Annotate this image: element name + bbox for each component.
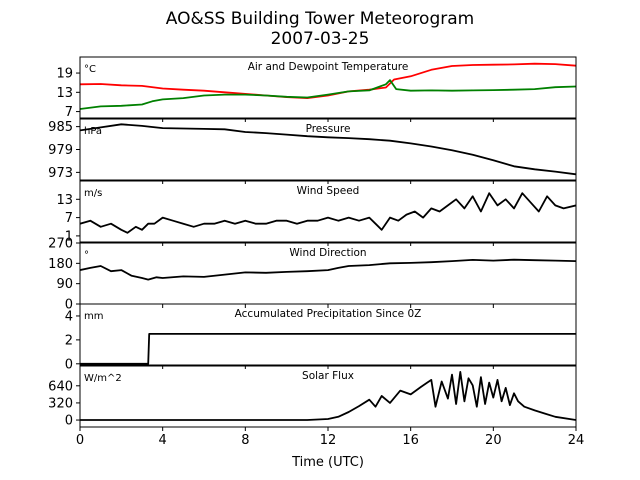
figure-title-line2: 2007-03-25 [271,29,370,49]
wind-direction-panel: 0 90 180 270 ° Wind Direction [48,237,577,313]
wind-speed-unit-label: m/s [84,188,102,199]
pressure-series-line-0 [80,123,576,176]
wind-direction-y-tick-label: 0 [65,298,73,313]
solar-flux-panel: 0 320 640 W/m^2 Solar Flux [48,365,577,431]
pressure-panel: 973 979 985 hPa Pressure [48,118,577,184]
x-tick-label: 16 [402,433,419,448]
x-tick-label: 20 [485,433,502,448]
pressure-y-tick-label: 979 [48,143,73,158]
solar-flux-series-line-0 [80,370,576,421]
wind-direction-y-tick-label: 180 [48,257,73,272]
accumulated-precipitation-since-0z-y-tick-label: 2 [65,333,73,348]
accumulated-precipitation-since-0z-y-tick-label: 4 [65,309,73,324]
wind-direction-series-line-0 [80,258,576,281]
air-and-dewpoint-temperature-panel: 7 13 19 °C Air and Dewpoint Temperature [56,56,577,122]
accumulated-precipitation-since-0z-title: Accumulated Precipitation Since 0Z [235,308,422,320]
wind-speed-y-tick-label: 7 [65,211,73,226]
solar-flux-y-tick-label: 0 [65,414,73,429]
air-and-dewpoint-temperature-y-tick-label: 7 [65,105,73,120]
figure-title-line1: AO&SS Building Tower Meteorogram [166,9,474,29]
pressure-title: Pressure [306,123,351,135]
air-and-dewpoint-temperature-unit-label: °C [84,64,96,75]
x-tick-label: 0 [76,433,84,448]
wind-direction-title: Wind Direction [289,247,366,259]
wind-speed-series-line-0 [80,192,576,234]
x-tick-label: 4 [159,433,167,448]
x-tick-label: 8 [241,433,249,448]
wind-direction-y-tick-label: 270 [48,237,73,252]
pressure-unit-label: hPa [84,126,102,137]
wind-direction-unit-label: ° [84,250,89,261]
solar-flux-y-tick-label: 320 [48,396,73,411]
air-and-dewpoint-temperature-y-tick-label: 19 [56,67,73,82]
x-axis-label: Time (UTC) [291,455,364,470]
x-tick-label: 24 [568,433,585,448]
wind-speed-panel: 1 7 13 m/s Wind Speed [56,180,577,246]
accumulated-precipitation-since-0z-unit-label: mm [84,311,103,322]
accumulated-precipitation-since-0z-series-line-0 [80,332,576,365]
air-and-dewpoint-temperature-y-tick-label: 13 [56,86,73,101]
solar-flux-title: Solar Flux [302,370,354,382]
wind-direction-y-tick-label: 90 [56,277,73,292]
air-and-dewpoint-temperature-series-line-1 [80,79,576,110]
solar-flux-unit-label: W/m^2 [84,373,122,384]
x-tick-label: 12 [320,433,337,448]
accumulated-precipitation-since-0z-y-tick-label: 0 [65,357,73,372]
pressure-y-tick-label: 985 [48,120,73,135]
wind-speed-y-tick-label: 13 [56,193,73,208]
solar-flux-y-tick-label: 640 [48,379,73,394]
accumulated-precipitation-since-0z-panel: 0 2 4 mm Accumulated Precipitation Since 0Z [65,303,577,372]
wind-speed-title: Wind Speed [297,185,360,197]
x-axis: 0 4 8 12 16 20 24 [76,433,584,448]
pressure-y-tick-label: 973 [48,166,73,181]
air-and-dewpoint-temperature-title: Air and Dewpoint Temperature [248,61,409,73]
wind-speed-y-tick-label: 1 [65,229,73,244]
